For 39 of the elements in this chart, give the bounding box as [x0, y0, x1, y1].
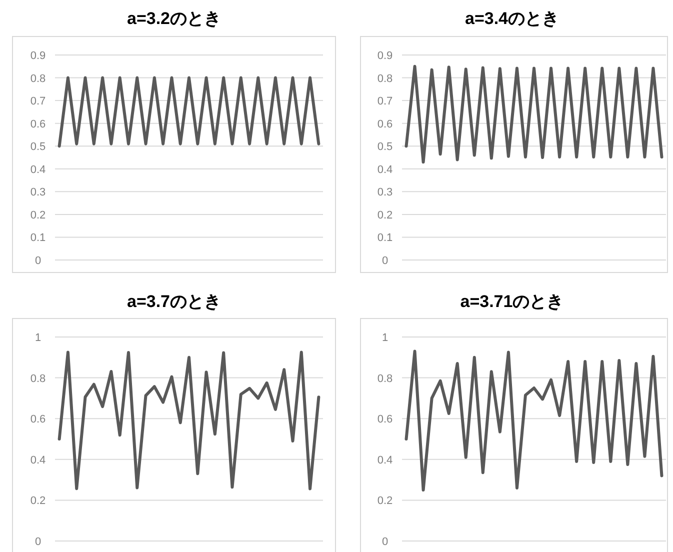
- y-tick-label: 0.7: [30, 96, 46, 108]
- y-tick-label: 0.2: [377, 209, 393, 222]
- y-tick-label: 0.8: [377, 72, 393, 85]
- y-tick-label: 0.7: [377, 96, 393, 108]
- y-tick-label: 0.6: [30, 414, 46, 426]
- y-tick-label: 0: [34, 255, 42, 267]
- y-tick-label: 0.6: [377, 414, 393, 426]
- y-tick-label: 0.9: [30, 50, 46, 62]
- y-tick-label: 0.6: [30, 118, 46, 130]
- chart-title: a=3.4のとき: [464, 9, 560, 28]
- y-tick-label: 0.4: [30, 454, 46, 466]
- y-tick-label: 0.2: [30, 495, 46, 508]
- y-tick-label: 1: [34, 332, 42, 344]
- y-tick-label: 0: [34, 536, 42, 548]
- y-tick-label: 0.3: [30, 186, 46, 199]
- line-series: [404, 64, 664, 164]
- y-tick-label: 0: [382, 255, 388, 267]
- chart-title: a=3.2のとき: [126, 9, 222, 28]
- y-tick-label: 0.8: [30, 372, 46, 385]
- y-tick-label: 0: [382, 536, 388, 548]
- chart-title: a=3.7のとき: [126, 292, 222, 311]
- y-tick-label: 0.4: [30, 164, 46, 176]
- y-tick-label: 0.5: [377, 141, 393, 154]
- y-tick-label: 0.8: [377, 372, 393, 385]
- line-series: [58, 350, 320, 490]
- y-tick-label: 0.4: [377, 454, 393, 466]
- y-tick-label: 0.4: [377, 164, 393, 176]
- y-tick-label: 0.1: [377, 232, 393, 244]
- y-tick-label: 0.6: [377, 118, 393, 130]
- y-tick-label: 0.5: [30, 141, 46, 154]
- chart-title: a=3.71のとき: [460, 292, 564, 311]
- y-tick-label: 0.2: [377, 495, 393, 508]
- y-tick-label: 0.3: [377, 186, 393, 199]
- y-tick-label: 0.1: [30, 232, 46, 244]
- y-tick-label: 0.8: [30, 72, 46, 85]
- y-tick-label: 0.2: [30, 209, 46, 222]
- line-series: [404, 350, 664, 492]
- y-tick-label: 0.9: [377, 50, 393, 62]
- y-tick-label: 1: [382, 332, 388, 344]
